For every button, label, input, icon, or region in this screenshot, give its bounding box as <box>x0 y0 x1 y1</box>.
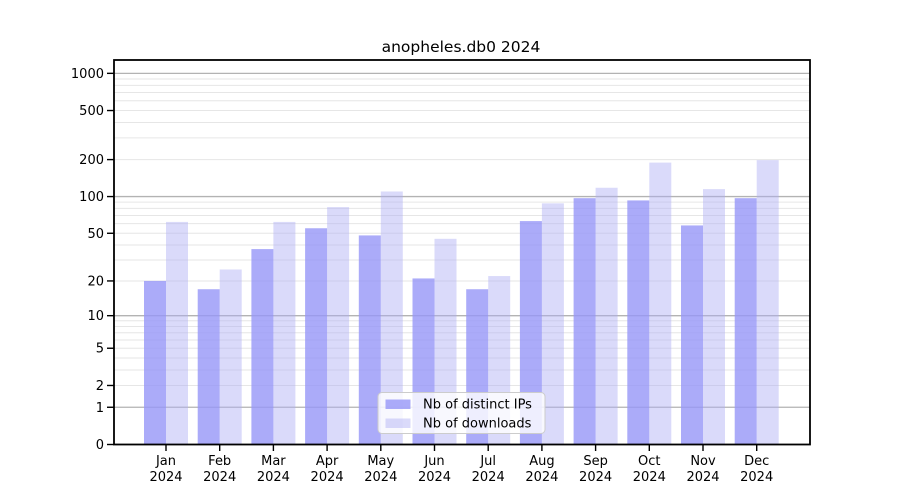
x-tick-label-month: Dec <box>744 454 769 469</box>
bar-downloads-feb <box>219 269 242 445</box>
chart-title: anopheles.db0 2024 <box>382 38 541 56</box>
bar-downloads-oct <box>649 162 672 445</box>
bar-downloads-apr <box>327 207 350 445</box>
legend-swatch-downloads <box>385 418 411 428</box>
y-tick-label: 500 <box>79 104 104 119</box>
x-tick-label-month: May <box>367 454 394 469</box>
x-tick-label-year: 2024 <box>472 470 505 485</box>
x-tick-label-month: Sep <box>583 454 608 469</box>
bar-distinct-ips-jan <box>144 280 166 445</box>
x-tick-label-month: Aug <box>529 454 554 469</box>
y-tick-label: 1 <box>96 401 104 416</box>
x-tick-label-year: 2024 <box>257 470 290 485</box>
x-tick-label-year: 2024 <box>525 470 558 485</box>
bar-downloads-aug <box>541 203 564 445</box>
x-tick-label-month: Jul <box>479 454 496 469</box>
y-tick-label: 5 <box>96 342 104 357</box>
x-tick-label-month: Jun <box>423 454 444 469</box>
bar-distinct-ips-oct <box>627 200 650 445</box>
bar-distinct-ips-feb <box>197 289 220 445</box>
x-tick-label-month: Mar <box>261 454 286 469</box>
x-tick-label-year: 2024 <box>686 470 719 485</box>
x-tick-label-year: 2024 <box>149 470 182 485</box>
x-tick-label-month: Jan <box>155 454 176 469</box>
x-tick-label-year: 2024 <box>418 470 451 485</box>
bar-downloads-nov <box>703 189 725 445</box>
y-tick-label: 200 <box>79 153 104 168</box>
bar-distinct-ips-apr <box>305 228 328 445</box>
y-tick-label: 10 <box>87 309 104 324</box>
bar-distinct-ips-nov <box>681 225 703 445</box>
bar-downloads-jan <box>166 221 188 445</box>
legend-label-downloads: Nb of downloads <box>423 417 532 432</box>
legend-label-distinct-ips: Nb of distinct IPs <box>423 398 532 413</box>
legend-swatch-distinct-ips <box>385 399 411 409</box>
y-tick-label: 100 <box>79 190 104 205</box>
bar-downloads-sep <box>595 187 618 445</box>
x-tick-label-year: 2024 <box>579 470 612 485</box>
bar-distinct-ips-may <box>358 235 381 445</box>
y-tick-label: 50 <box>87 227 104 242</box>
y-tick-label: 20 <box>87 274 104 289</box>
legend: Nb of distinct IPs Nb of downloads <box>377 392 546 434</box>
x-tick-label-year: 2024 <box>311 470 344 485</box>
y-tick-label: 2 <box>96 379 104 394</box>
x-tick-label-month: Feb <box>208 454 231 469</box>
x-tick-label-year: 2024 <box>633 470 666 485</box>
x-tick-label-month: Nov <box>690 454 716 469</box>
x-tick-label-month: Oct <box>638 454 660 469</box>
bar-downloads-may <box>380 191 403 445</box>
y-tick-label: 0 <box>96 438 104 453</box>
x-tick-label-month: Apr <box>316 454 339 469</box>
legend-box <box>377 392 546 434</box>
y-tick-label: 1000 <box>71 67 104 82</box>
x-tick-label-year: 2024 <box>203 470 236 485</box>
bar-downloads-mar <box>273 221 296 445</box>
bar-downloads-dec <box>756 160 779 445</box>
bar-distinct-ips-mar <box>251 249 274 445</box>
bar-distinct-ips-aug <box>519 221 542 445</box>
bar-distinct-ips-sep <box>573 198 596 445</box>
axis-ticks-and-labels: 01251020501002005001000Jan2024Feb2024Mar… <box>71 67 773 485</box>
plot-border <box>113 59 811 446</box>
x-tick-label-year: 2024 <box>740 470 773 485</box>
bar-distinct-ips-dec <box>734 198 757 445</box>
x-tick-label-year: 2024 <box>364 470 397 485</box>
